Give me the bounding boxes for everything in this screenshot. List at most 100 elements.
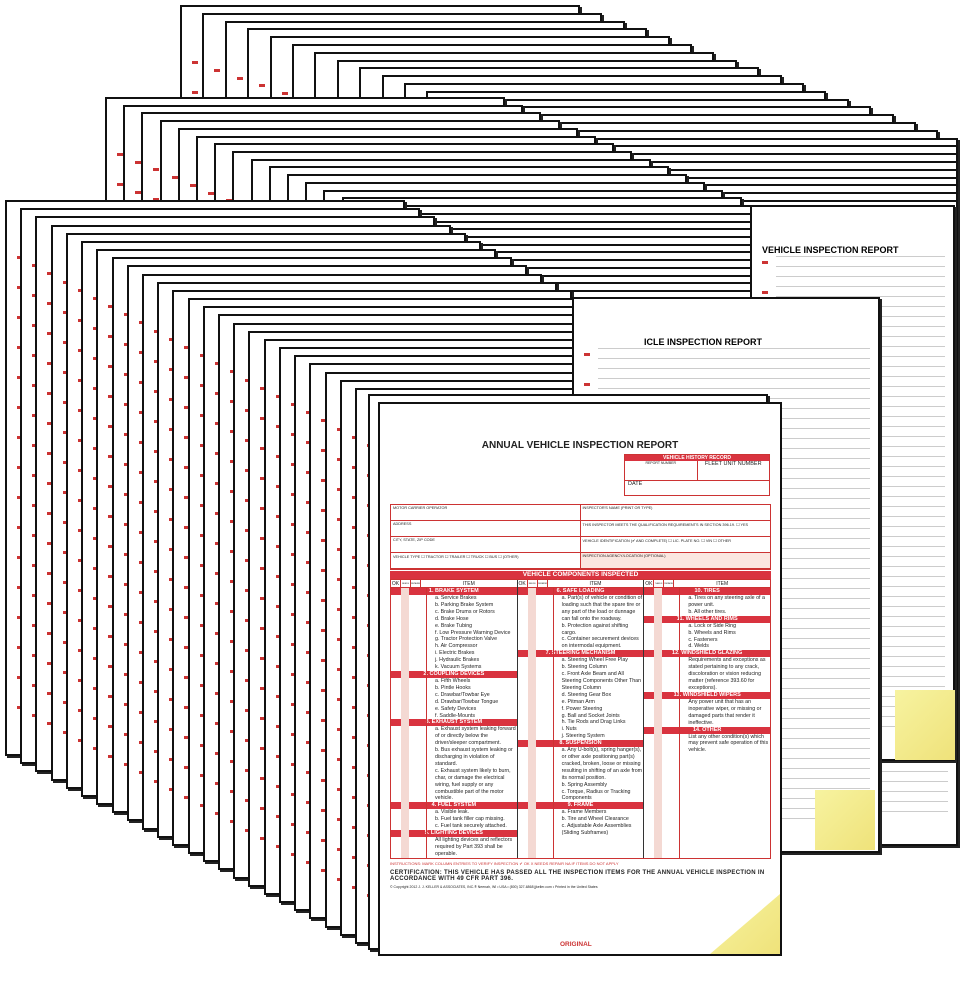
inspection-item: c. Adjustable Axle Assemblies (Sliding S… [561,823,632,837]
section-header: 6. SAFE LOADING [517,588,644,595]
components-header: VEHICLE COMPONENTS INSPECTED [390,571,771,579]
section-header: 9. FRAME [517,802,644,810]
section-header: 5. LIGHTING DEVICES [391,830,517,838]
inspection-item: g. Tractor Protection Valve [435,636,498,643]
inspection-item: b. Parking Brake System [435,601,494,608]
inspection-item: a. Exhaust system leaking forward of or … [435,726,516,747]
copyright: © Copyright 2012 J. J. KELLER & ASSOCIAT… [390,884,598,889]
inspection-item: d. Drawbar/Towbar Tongue [435,698,499,705]
inspection-item: b. Bus exhaust system leaking or dischar… [435,747,513,767]
inspection-item: List any other condition(s) which may pr… [688,733,769,754]
carrier-info-grid: MOTOR CARRIER OPERATOR INSPECTOR'S NAME (… [390,504,771,570]
inspection-item: c. Torque, Radius or Tracking Components [561,788,631,802]
form-title: ANNUAL VEHICLE INSPECTION REPORT [481,440,679,451]
certification: CERTIFICATION: THIS VEHICLE HAS PASSED A… [390,869,765,882]
inspection-report-form: ANNUAL VEHICLE INSPECTION REPORT VEHICLE… [378,402,782,956]
date-field[interactable]: DATE [628,481,643,487]
inspection-item: a. Tires on any steering axle of a power… [688,595,765,608]
carbon-copy-corner [895,690,955,760]
section-header: 11. WHEELS AND RIMS [644,615,771,623]
header-ok: OK [645,580,655,587]
inspection-item: b. All other tires. [688,608,727,615]
inspection-item: f. Low Pressure Warning Device [435,629,511,636]
inspection-item: a. Part(s) of vehicle or condition of lo… [561,595,643,622]
form-field[interactable]: MOTOR CARRIER OPERATOR [391,505,581,521]
inspection-item: e. Safety Devices [435,705,477,712]
section-header: 7. STEERING MECHANISM [517,650,644,658]
inspection-item: a. Any U-bolt(s), spring hanger(s), or o… [561,747,643,781]
inspection-item: a. Steering Wheel Free Play [561,657,628,664]
header-repaired: REPAIRED DATE [664,580,675,587]
inspection-item: d. Steering Gear Box [561,691,612,698]
inspection-item: k. Vacuum Systems [435,664,482,671]
header-item: ITEM [462,581,475,587]
form-field[interactable]: ADDRESS [391,521,581,537]
inspection-item: c. Brake Drums or Rotors [435,608,495,615]
form-field[interactable]: INSPECTOR'S NAME (PRINT OR TYPE) [580,505,770,521]
carbon-copy-corner [710,894,780,954]
inspection-item: i. Electric Brakes [435,650,475,657]
section-header: 12. WINDSHIELD GLAZING [644,650,771,658]
inspection-item: Requirements and exceptions as stated pe… [688,657,766,691]
inspection-item: b. Wheels and Rims [688,629,736,636]
inspection-item: h. Air Compressor [435,643,478,650]
header-ok: OK [391,580,401,587]
form-field[interactable]: CITY, STATE, ZIP CODE [391,537,581,553]
inspection-item: c. Fasteners [688,636,718,643]
header-needs: NEEDS REPAIR [401,580,411,587]
inspection-item: h. Tie Rods and Drag Links [561,719,626,726]
inspection-item: j. Steering System [561,733,605,740]
instructions: INSTRUCTIONS: MARK COLUMN ENTRIES TO VER… [390,860,619,866]
form-field[interactable]: INSPECTION AGENCY/LOCATION (OPTIONAL) [580,553,770,569]
vehicle-history-record: VEHICLE HISTORY RECORD REPORT NUMBER FLEE… [624,454,770,496]
section-header: 14. OTHER [644,726,771,734]
header-repaired: REPAIRED DATE [411,580,421,587]
carbon-copy-corner [815,790,875,850]
form-field[interactable]: VEHICLE IDENTIFICATION (✔ AND COMPLETE) … [580,537,770,553]
inspection-item: b. Tire and Wheel Clearance [561,816,629,823]
inspection-item: c. Drawbar/Towbar Eye [435,691,490,698]
section-header: 4. FUEL SYSTEM [391,802,517,810]
report-number-field[interactable]: REPORT NUMBER [645,461,677,465]
inspection-item: a. Visible leak. [435,809,470,816]
inspection-item: b. Fuel tank filler cap missing. [435,816,505,823]
inspection-item: f. Power Steering [561,705,603,712]
behind-title: VEHICLE INSPECTION REPORT [762,245,899,255]
section-header: 1. BRAKE SYSTEM [391,588,517,595]
vehicle-components: VEHICLE COMPONENTS INSPECTED OK NEEDS REP… [390,571,771,889]
section-header: 3. EXHAUST SYSTEM [391,719,517,727]
header-item: ITEM [716,581,729,587]
inspection-item: f. Saddle-Mounts [435,712,476,719]
copy-label: ORIGINAL [560,941,592,948]
header-ok: OK [518,580,528,587]
inspection-item: a. Service Brakes [435,595,477,601]
inspection-item: g. Ball and Socket Joints [561,712,620,719]
inspection-item: b. Pintle Hooks [435,684,471,691]
inspection-item: d. Brake Hose [435,615,469,622]
header-item: ITEM [589,581,602,587]
inspection-item: c. Container securement devices on inter… [561,636,639,650]
fleet-unit-field[interactable]: FLEET UNIT NUMBER [696,461,770,480]
header-needs: NEEDS REPAIR [528,580,538,587]
inspection-item: a. Lock or Side Ring [688,622,737,629]
inspection-item: d. Welds [688,643,709,650]
inspection-item: b. Spring Assembly [561,781,608,788]
history-header: VEHICLE HISTORY RECORD [625,455,769,461]
form-field[interactable]: VEHICLE TYPE ☐ TRACTOR ☐ TRAILER ☐ TRUCK… [391,553,581,569]
inspection-item: c. Exhaust system likely to burn, char, … [435,767,511,802]
inspection-item: b. Steering Column [561,664,608,671]
section-header: 13. WINDSHIELD WIPERS [644,691,771,699]
form-field[interactable]: THIS INSPECTOR MEETS THE QUALIFICATION R… [580,521,770,537]
inspection-item: e. Pitman Arm [561,698,595,705]
header-needs: NEEDS REPAIR [654,580,665,587]
inspection-item: a. Frame Members [561,809,607,816]
inspection-item: All lighting devices and reflectors requ… [435,837,513,857]
behind-title: ICLE INSPECTION REPORT [644,337,763,347]
